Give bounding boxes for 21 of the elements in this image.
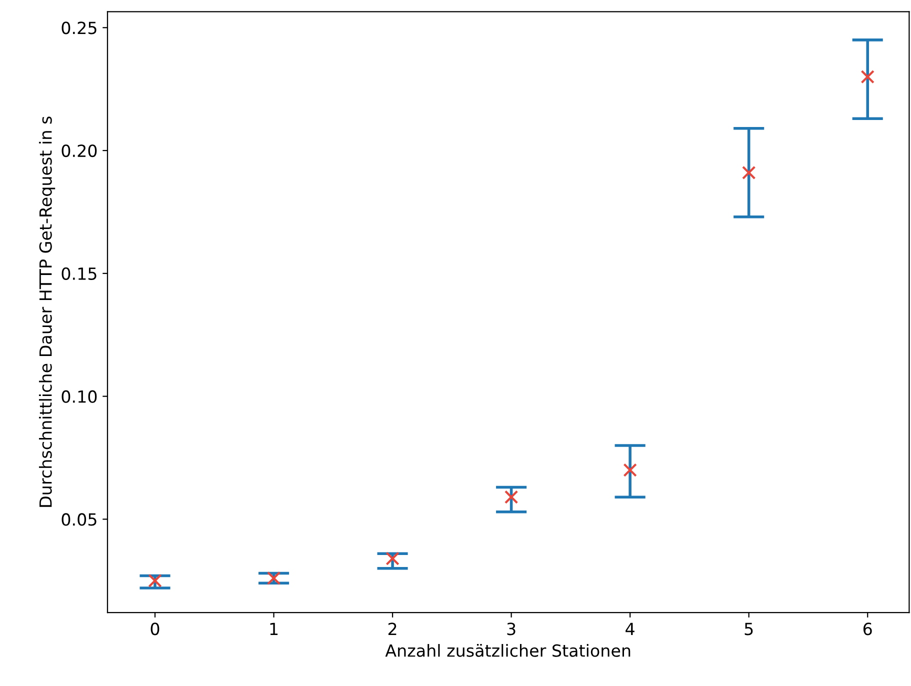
x-axis-title: Anzahl zusätzlicher Stationen [385,644,630,657]
x-tick-label: 6 [863,622,872,636]
x-tick-label: 3 [507,622,516,636]
x-tick-label: 0 [150,622,160,636]
point [266,571,281,586]
y-tick-label: 0.15 [62,267,96,280]
point [504,490,518,504]
y-tick-label: 0.20 [62,144,97,158]
point [386,552,400,566]
point [860,70,874,84]
point [623,463,637,477]
y-axis-title: Durchschnittliche Dauer HTTP Get-Request in s [38,116,56,507]
x-tick-label: 4 [626,622,634,635]
y-tick-label: 0.05 [62,513,96,526]
point [148,574,162,588]
x-tick-label: 5 [744,622,753,636]
y-tick-label: 0.10 [62,390,97,403]
x-tick-label: 1 [270,622,278,635]
x-tick-label: 2 [388,622,396,635]
point [742,166,756,180]
y-tick-label: 0.25 [62,22,96,34]
